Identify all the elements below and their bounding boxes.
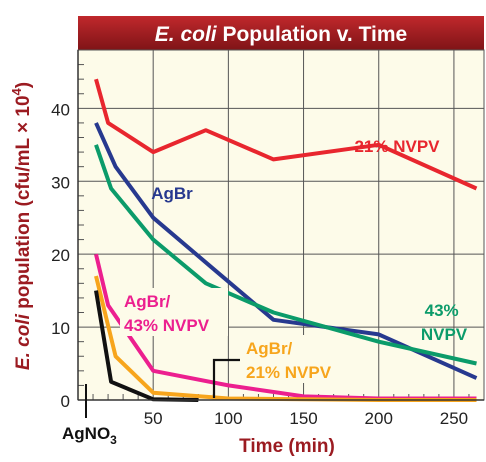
x-axis-label: Time (min) xyxy=(239,436,335,457)
y-tick-label: 10 xyxy=(51,319,70,338)
series-label-21-nvpv: 21% NVPV xyxy=(354,137,440,156)
series-line-21-nvpv xyxy=(94,78,478,191)
chart-title-italic: E. coli xyxy=(155,23,218,46)
x-tick-label: 200 xyxy=(365,409,393,428)
series-label-agbr-43-nvpv: AgBr/ 43% NVPV xyxy=(124,292,210,335)
series-label-43-nvpv-line1: 43% xyxy=(425,301,459,320)
x-tick-label: 150 xyxy=(289,409,317,428)
series-label-43-nvpv-line2: NVPV xyxy=(421,325,468,344)
x-tick-label: 250 xyxy=(440,409,468,428)
y-axis-label-sup: 4 xyxy=(9,87,24,95)
chart-title-rest: Population v. Time xyxy=(217,23,408,46)
y-axis-label-italic: E. coli xyxy=(13,313,34,370)
y-tick-label: 0 xyxy=(61,392,70,411)
label-bg-agbr-21 xyxy=(244,335,344,383)
y-tick-label: 20 xyxy=(51,246,70,265)
series-label-agno3-sub: 3 xyxy=(110,433,117,447)
series-label-agbr-43-line1: AgBr/ xyxy=(124,292,171,311)
series-line-agbr xyxy=(94,122,478,380)
y-tick-label: 30 xyxy=(51,173,70,192)
x-tick-label: 100 xyxy=(214,409,242,428)
series-label-agbr-43-line2: 43% NVPV xyxy=(124,316,210,335)
y-axis-label-rest: population (cfu/mL × 10 xyxy=(13,95,34,314)
series-label-agbr: AgBr xyxy=(151,184,193,203)
chart-title: E. coli Population v. Time xyxy=(155,23,407,46)
tick-labels: 0 10 20 30 40 50 100 150 200 250 xyxy=(51,100,468,428)
series-label-agno3: AgNO3 xyxy=(62,424,117,447)
series-label-agbr-21-line1: AgBr/ xyxy=(246,339,293,358)
label-bg-agbr-43 xyxy=(120,288,228,336)
y-tick-label: 40 xyxy=(51,100,70,119)
series-label-agbr-21-line2: 21% NVPV xyxy=(246,363,332,382)
series-label-agbr-21-nvpv: AgBr/ 21% NVPV xyxy=(246,339,332,382)
title-banner xyxy=(78,16,484,50)
y-axis-label: E. coli population (cfu/mL × 104) xyxy=(9,82,34,370)
y-axis-label-close: ) xyxy=(13,82,34,88)
agbr-21-leader xyxy=(212,358,240,398)
series-label-43-nvpv: 43% NVPV xyxy=(421,301,468,344)
series-line-43-nvpv xyxy=(94,144,477,366)
x-tick-label: 50 xyxy=(144,409,163,428)
